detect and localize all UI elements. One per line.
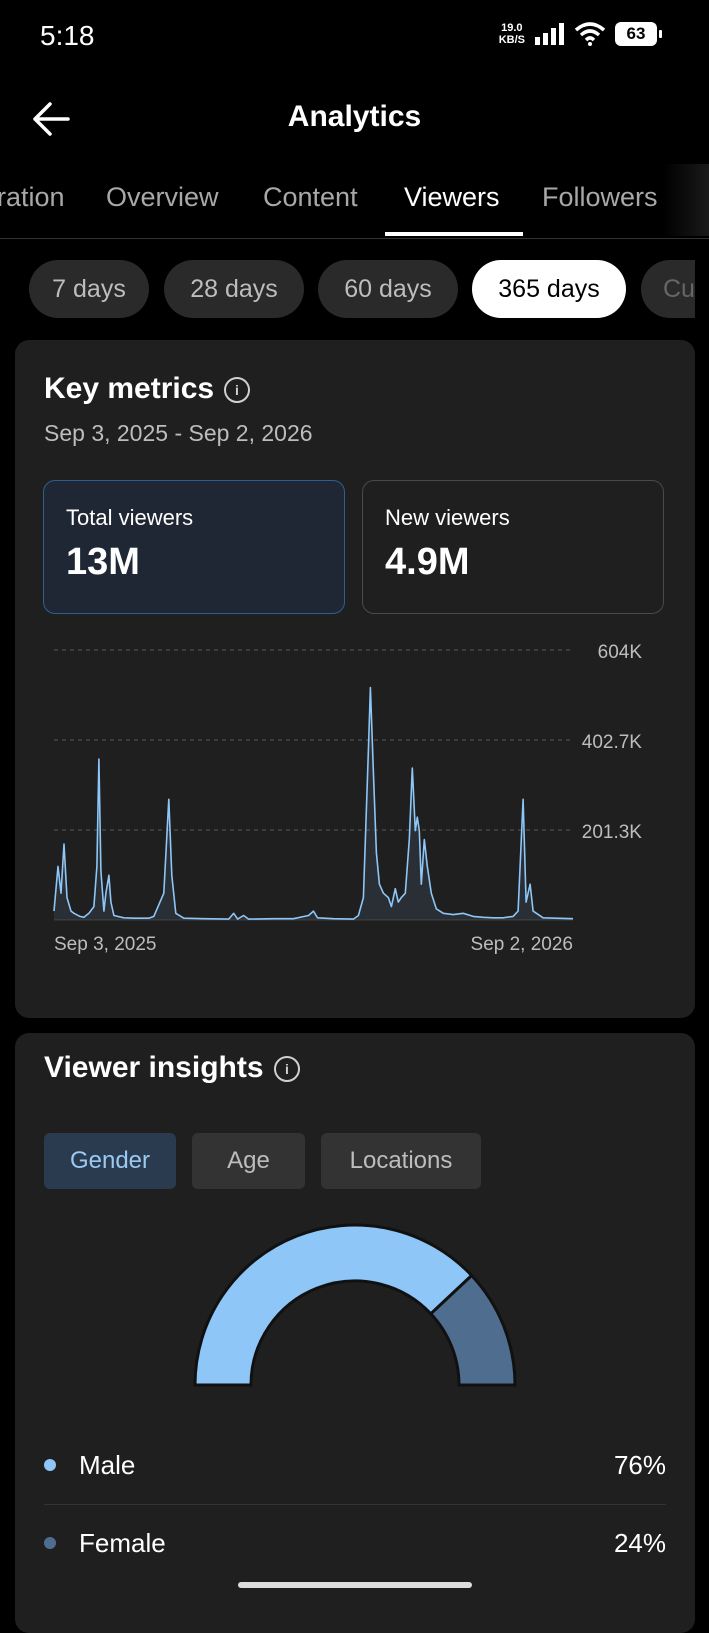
key-metrics-card: Key metrics i Sep 3, 2025 - Sep 2, 2026 … [15, 340, 695, 1018]
donut-segment-female [428, 1273, 517, 1387]
gender-half-donut-chart [193, 1223, 517, 1387]
legend-divider [44, 1504, 666, 1505]
metric-new-viewers[interactable]: New viewers 4.9M [362, 480, 664, 614]
network-speed-unit: KB/S [498, 34, 525, 46]
battery-icon: 63 [615, 22, 662, 46]
series-line [53, 686, 574, 920]
range-365-days[interactable]: 365 days [472, 260, 626, 318]
legend-value: 76% [613, 1450, 666, 1480]
network-speed-value: 19.0 [501, 22, 523, 34]
metric-value: 4.9M [385, 541, 470, 583]
active-tab-indicator [385, 232, 523, 236]
status-icons: 19.0 KB/S 63 [499, 22, 662, 46]
page-title: Analytics [287, 100, 422, 133]
tab-overview[interactable]: Overview [106, 182, 219, 212]
home-indicator[interactable] [238, 1582, 472, 1588]
legend-label: Male [79, 1450, 136, 1480]
metric-value: 13M [66, 541, 140, 583]
legend-male: Male 76% [44, 1428, 666, 1504]
viewer-insights-card: Viewer insights i Gender Age Locations M… [15, 1033, 695, 1633]
info-icon[interactable]: i [224, 377, 250, 403]
range-28-days[interactable]: 28 days [164, 260, 304, 318]
y-tick-label: 604K [598, 642, 643, 663]
range-60-days[interactable]: 60 days [318, 260, 458, 318]
donut-segment-male [193, 1223, 474, 1387]
range-7-days[interactable]: 7 days [29, 260, 149, 318]
status-time: 5:18 [40, 20, 95, 51]
network-speed: 19.0 KB/S [499, 22, 525, 46]
toggle-gender[interactable]: Gender [44, 1133, 176, 1189]
x-label-end: Sep 2, 2026 [471, 934, 573, 955]
toggle-locations[interactable]: Locations [321, 1133, 481, 1189]
legend-label: Female [79, 1528, 166, 1558]
metric-label: New viewers [385, 505, 510, 530]
wifi-icon [575, 22, 605, 46]
signal-icon [535, 23, 564, 45]
metric-total-viewers[interactable]: Total viewers 13M [43, 480, 345, 614]
tab-content[interactable]: Content [263, 182, 358, 212]
info-icon[interactable]: i [274, 1056, 300, 1082]
date-range: Sep 3, 2025 - Sep 2, 2026 [44, 420, 313, 446]
legend-value: 24% [613, 1528, 666, 1558]
viewer-insights-title: Viewer insights [44, 1051, 264, 1084]
legend-female: Female 24% [44, 1506, 666, 1582]
metric-label: Total viewers [66, 505, 194, 530]
viewers-line-chart: 604K 402.7K 201.3K Sep 3, 2025 Sep 2, 2026 [53, 642, 643, 955]
female-dot [44, 1537, 56, 1549]
y-tick-label: 201.3K [582, 822, 643, 843]
x-label-start: Sep 3, 2025 [54, 934, 156, 955]
toggle-age[interactable]: Age [192, 1133, 305, 1189]
back-button[interactable] [30, 98, 72, 140]
tab-viewers[interactable]: Viewers [404, 182, 500, 212]
tab-inspiration[interactable]: ration [0, 182, 65, 212]
key-metrics-title: Key metrics [44, 372, 215, 405]
male-dot [44, 1459, 56, 1471]
series-area [54, 687, 573, 920]
tabs-scroll-fade [663, 164, 709, 236]
tab-followers[interactable]: Followers [542, 182, 658, 212]
analytics-tabs: ration Overview Content Viewers Follower… [0, 164, 709, 239]
range-custom[interactable]: Cu [641, 260, 695, 318]
y-tick-label: 402.7K [582, 732, 643, 753]
